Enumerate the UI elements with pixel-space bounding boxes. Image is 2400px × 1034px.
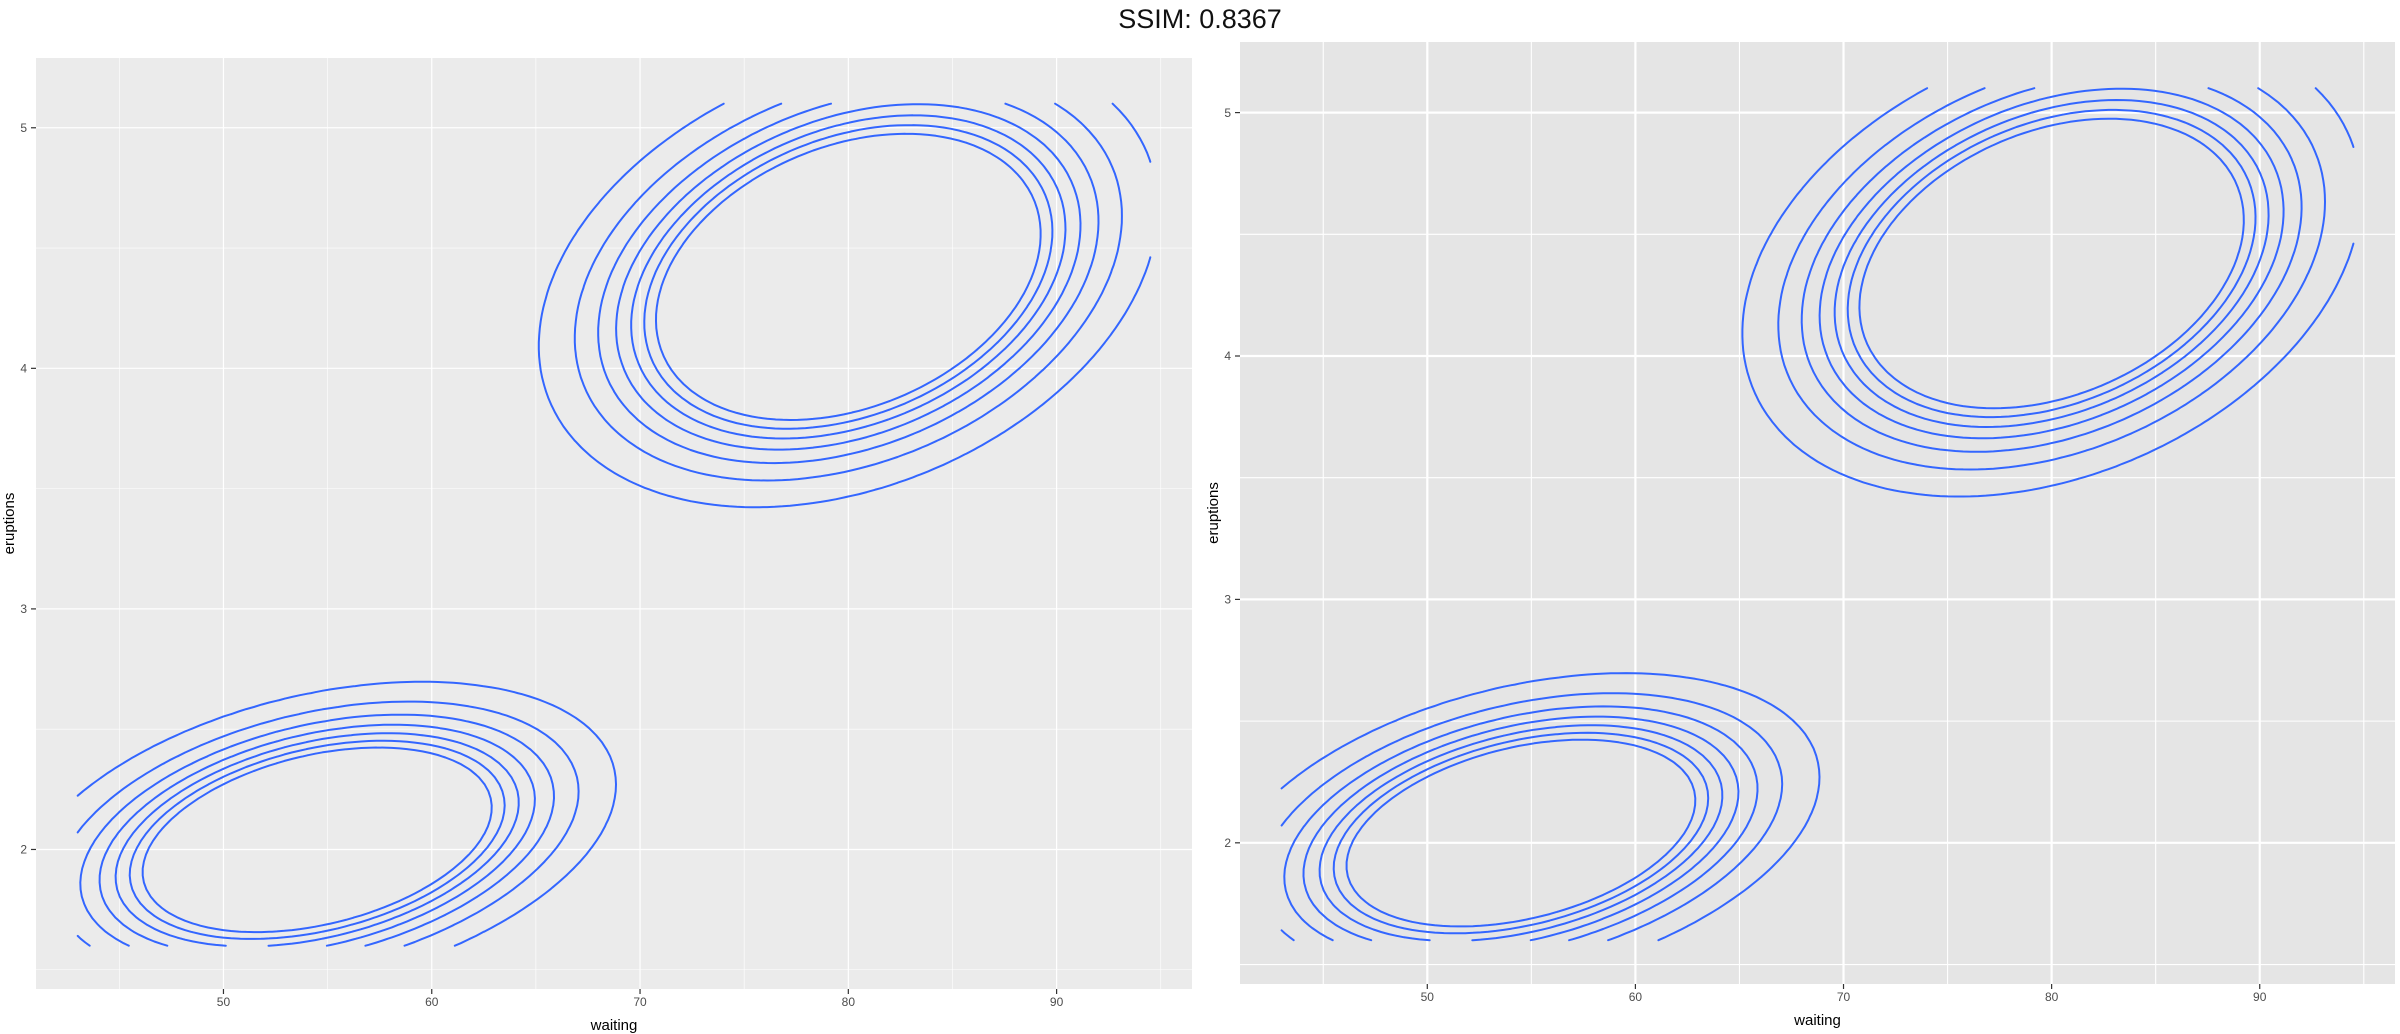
panel-background: [1240, 42, 2395, 984]
y-axis-title: eruptions: [1, 493, 18, 555]
y-tick-label: 3: [1224, 593, 1231, 607]
x-tick-label: 50: [217, 995, 231, 1009]
y-tick-label: 4: [1224, 349, 1231, 363]
y-axis-title: eruptions: [1205, 482, 1222, 544]
y-tick-label: 5: [1224, 106, 1231, 120]
x-tick-label: 60: [425, 995, 439, 1009]
y-tick-label: 2: [20, 843, 27, 857]
page-title: SSIM: 0.8367: [1118, 4, 1282, 34]
contour-level-2: [76, 102, 1123, 947]
contour-level-1: [76, 102, 1152, 947]
panel-background: [36, 58, 1192, 989]
x-tick-label: 50: [1421, 990, 1435, 1004]
contour-lines: [76, 102, 1152, 947]
contour-level-6: [1332, 108, 2257, 935]
contour-level-6: [128, 124, 1054, 940]
contour-level-3: [79, 102, 1100, 947]
contour-level-3: [1283, 87, 2303, 942]
y-tick-label: 4: [20, 362, 27, 376]
contour-plot-left: 50 60 70 80 90 2 3 4 5 waiting eruptions: [1, 58, 1192, 1034]
x-axis-title: waiting: [590, 1017, 638, 1034]
contour-level-7: [141, 132, 1042, 934]
contour-level-7: [1345, 117, 2245, 928]
contour-level-1: [1280, 87, 2355, 942]
y-tick-label: 3: [20, 602, 27, 616]
contour-level-4: [1302, 87, 2285, 942]
y-tick-label: 5: [20, 121, 27, 135]
x-tick-label: 70: [1837, 990, 1851, 1004]
contour-level-4: [98, 103, 1082, 947]
y-tick-label: 2: [1224, 836, 1231, 850]
contour-level-2: [1280, 87, 2326, 942]
x-tick-label: 60: [1629, 990, 1643, 1004]
x-tick-label: 80: [842, 995, 856, 1009]
x-tick-label: 90: [2253, 990, 2267, 1004]
contour-lines: [1280, 87, 2355, 942]
x-axis-title: waiting: [1793, 1012, 1841, 1029]
contour-level-5: [114, 114, 1067, 947]
x-tick-label: 80: [2045, 990, 2059, 1004]
contour-plot-right: 50 60 70 80 90 2 3 4 5 waiting eruptions: [1205, 42, 2395, 1029]
x-tick-label: 90: [1050, 995, 1064, 1009]
x-tick-label: 70: [633, 995, 647, 1009]
contour-level-5: [1318, 99, 2270, 942]
